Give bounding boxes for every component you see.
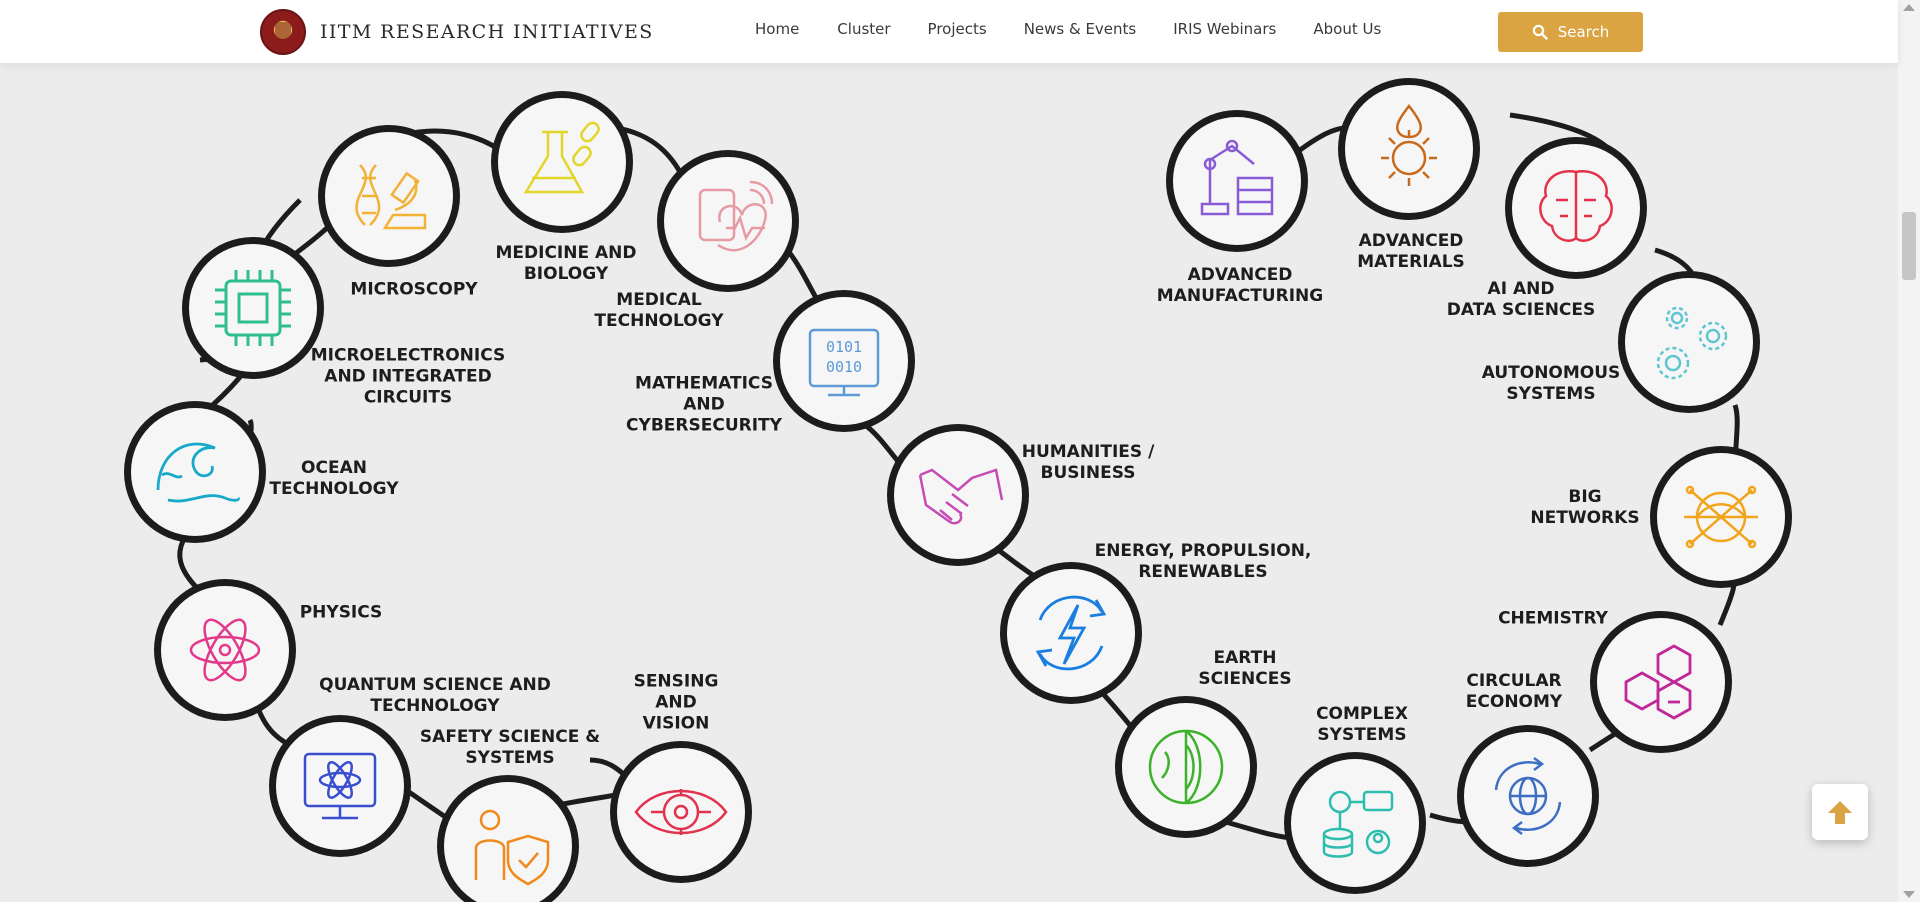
back-to-top-button[interactable]	[1812, 784, 1868, 840]
nav-home[interactable]: Home	[755, 20, 800, 38]
iitm-logo-icon[interactable]	[260, 9, 306, 55]
label-microelectronics[interactable]: MICROELECTRONICS AND INTEGRATED CIRCUITS	[310, 345, 506, 408]
search-button[interactable]: Search	[1498, 12, 1643, 52]
node-safety-science[interactable]	[437, 775, 579, 902]
main-nav: Home Cluster Projects News & Events IRIS…	[755, 20, 1381, 38]
node-microscopy[interactable]	[318, 125, 460, 267]
earth-layers-icon	[1148, 729, 1224, 805]
label-medical-technology[interactable]: MEDICAL TECHNOLOGY	[594, 290, 724, 331]
label-circular-economy[interactable]: CIRCULAR ECONOMY	[1465, 671, 1563, 712]
node-medical-technology[interactable]	[657, 150, 799, 292]
node-mathematics[interactable]: 0101 0010	[773, 290, 915, 432]
node-sensing-and-vision[interactable]	[610, 741, 752, 883]
node-microelectronics[interactable]	[182, 237, 324, 379]
label-quantum-science[interactable]: QUANTUM SCIENCE AND TECHNOLOGY	[319, 675, 551, 716]
flask-pills-icon	[523, 121, 600, 194]
brand[interactable]: IITM RESEARCH INITIATIVES	[260, 9, 654, 55]
nav-about-us[interactable]: About Us	[1313, 20, 1382, 38]
label-medicine-and-biology[interactable]: MEDICINE AND BIOLOGY	[495, 243, 637, 284]
label-mathematics[interactable]: MATHEMATICS AND CYBERSECURITY	[626, 373, 782, 436]
chip-icon	[215, 270, 291, 346]
label-autonomous-systems[interactable]: AUTONOMOUS SYSTEMS	[1481, 363, 1621, 404]
node-advanced-manufacturing[interactable]	[1166, 110, 1308, 252]
label-sensing-and-vision[interactable]: SENSING AND VISION	[633, 671, 719, 734]
node-chemistry[interactable]	[1590, 611, 1732, 753]
label-ocean-technology[interactable]: OCEAN TECHNOLOGY	[269, 458, 399, 499]
search-button-label: Search	[1557, 23, 1610, 41]
gears-icon	[1656, 306, 1728, 380]
node-humanities[interactable]	[887, 424, 1029, 566]
node-earth-sciences[interactable]	[1115, 696, 1257, 838]
node-big-networks[interactable]	[1650, 446, 1792, 588]
node-medicine-and-biology[interactable]	[491, 91, 633, 233]
quantum-monitor-icon	[303, 752, 377, 820]
nav-iris-webinars[interactable]: IRIS Webinars	[1173, 20, 1277, 38]
person-shield-icon	[474, 809, 550, 886]
search-icon	[1532, 24, 1548, 40]
svg-text:0101: 0101	[826, 338, 862, 356]
arrow-up-icon	[1828, 801, 1852, 824]
node-ai-and-data-sciences[interactable]	[1505, 137, 1647, 279]
node-physics[interactable]	[154, 579, 296, 721]
node-ocean-technology[interactable]	[124, 401, 266, 543]
wave-icon	[156, 442, 240, 503]
nav-projects[interactable]: Projects	[927, 20, 987, 38]
node-quantum-science[interactable]	[269, 715, 411, 857]
scroll-up-arrow-icon[interactable]	[1903, 4, 1915, 11]
label-complex-systems[interactable]: COMPLEX SYSTEMS	[1316, 704, 1408, 745]
binary-monitor-icon: 0101 0010	[808, 328, 880, 397]
globe-cycle-icon	[1494, 757, 1562, 835]
gear-drop-icon	[1381, 103, 1437, 186]
scroll-down-arrow-icon[interactable]	[1903, 891, 1915, 898]
medical-device-heart-icon	[698, 180, 774, 252]
network-globe-icon	[1684, 485, 1758, 549]
label-big-networks[interactable]: BIG NETWORKS	[1530, 487, 1640, 528]
label-advanced-materials[interactable]: ADVANCED MATERIALS	[1357, 231, 1465, 272]
label-safety-science[interactable]: SAFETY SCIENCE & SYSTEMS	[419, 727, 601, 768]
node-energy[interactable]	[1000, 562, 1142, 704]
label-earth-sciences[interactable]: EARTH SCIENCES	[1198, 648, 1292, 689]
eye-circuit-icon	[634, 789, 728, 835]
brain-circuit-icon	[1539, 170, 1613, 242]
label-advanced-manufacturing[interactable]: ADVANCED MANUFACTURING	[1156, 265, 1324, 306]
handshake-icon	[918, 468, 1004, 525]
svg-text:0010: 0010	[826, 358, 862, 376]
node-complex-systems[interactable]	[1284, 752, 1426, 894]
robot-arm-icon	[1200, 139, 1274, 216]
scrollbar-thumb[interactable]	[1902, 212, 1916, 280]
nav-news-events[interactable]: News & Events	[1023, 20, 1137, 38]
microscope-dna-icon	[355, 164, 427, 230]
network-database-icon	[1322, 790, 1394, 858]
hexagons-icon	[1624, 644, 1692, 720]
brand-title[interactable]: IITM RESEARCH INITIATIVES	[320, 21, 654, 43]
node-circular-economy[interactable]	[1457, 725, 1599, 867]
node-autonomous-systems[interactable]	[1618, 271, 1760, 413]
top-navbar: IITM RESEARCH INITIATIVES Home Cluster P…	[0, 0, 1898, 63]
node-advanced-materials[interactable]	[1338, 78, 1480, 220]
scrollbar-track[interactable]	[1898, 0, 1920, 902]
energy-cycle-icon	[1035, 595, 1107, 671]
label-humanities[interactable]: HUMANITIES / BUSINESS	[1021, 442, 1155, 483]
label-microscopy[interactable]: MICROSCOPY	[350, 279, 478, 300]
label-ai-and-data-sciences[interactable]: AI AND DATA SCIENCES	[1446, 279, 1596, 320]
label-chemistry[interactable]: CHEMISTRY	[1498, 608, 1608, 629]
label-energy[interactable]: ENERGY, PROPULSION, RENEWABLES	[1094, 541, 1312, 582]
atom-icon	[189, 618, 261, 682]
nav-cluster[interactable]: Cluster	[837, 20, 891, 38]
label-physics[interactable]: PHYSICS	[299, 602, 383, 623]
